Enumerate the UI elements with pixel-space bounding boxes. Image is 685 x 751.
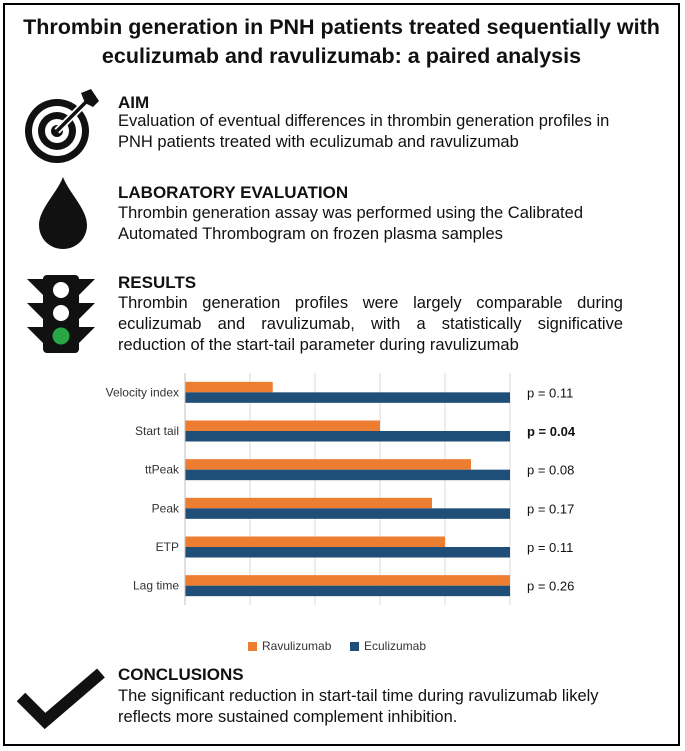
aim-heading: AIM	[118, 93, 150, 112]
drop-icon	[39, 177, 87, 249]
bar-ravulizumab-2	[185, 459, 471, 470]
bar-eculizumab-3	[185, 508, 510, 519]
bar-ravulizumab-3	[185, 497, 432, 509]
checkmark-icon	[16, 668, 105, 730]
conclusions-text: The significant reduction in start-tail …	[118, 687, 599, 726]
p-value-label: p = 0.08	[527, 463, 574, 478]
category-label: Lag time	[133, 579, 179, 593]
bar-eculizumab-4	[185, 547, 510, 558]
conclusions-heading: CONCLUSIONS	[118, 665, 244, 684]
p-value-label: p = 0.11	[527, 540, 573, 555]
poster-frame: Thrombin generation in PNH patients trea…	[3, 3, 680, 746]
legend-ravulizumab-label: Ravulizumab	[262, 639, 332, 653]
legend-ravulizumab-swatch	[248, 641, 257, 651]
category-label: Peak	[152, 501, 180, 515]
legend-eculizumab: Eculizumab	[350, 639, 426, 653]
legend-eculizumab-swatch	[350, 641, 359, 651]
results-text: Thrombin generation profiles were largel…	[118, 294, 623, 354]
legend-ravulizumab: Ravulizumab	[248, 639, 331, 653]
bar-eculizumab-2	[185, 469, 510, 481]
aim-text: Evaluation of eventual differences in th…	[118, 112, 610, 151]
bar-ravulizumab-5	[185, 575, 510, 586]
category-label: Start tail	[135, 424, 179, 438]
lab-heading: LABORATORY EVALUATION	[118, 183, 349, 202]
category-label: Velocity index	[106, 385, 179, 399]
lab-text: Thrombin generation assay was performed …	[118, 204, 583, 243]
bar-eculizumab-1	[185, 431, 510, 442]
results-bar-chart: Velocity index p = 0.11 Start tail p = 0.04…	[106, 373, 576, 605]
legend-eculizumab-label: Eculizumab	[364, 639, 427, 653]
bar-eculizumab-0	[185, 392, 510, 403]
bar-eculizumab-5	[185, 585, 510, 597]
category-label: ETP	[156, 540, 179, 554]
poster-title: Thrombin generation in PNH patients trea…	[23, 15, 660, 68]
p-value-label: p = 0.04	[527, 424, 576, 439]
traffic-light-icon	[27, 275, 95, 353]
p-value-label: p = 0.26	[527, 579, 574, 594]
bar-ravulizumab-4	[185, 536, 445, 547]
results-heading: RESULTS	[118, 273, 197, 292]
p-value-label: p = 0.11	[527, 385, 573, 400]
bar-ravulizumab-0	[185, 381, 273, 393]
category-label: ttPeak	[145, 463, 180, 477]
bar-ravulizumab-1	[185, 420, 380, 431]
p-value-label: p = 0.17	[527, 501, 574, 516]
target-icon	[25, 89, 99, 163]
